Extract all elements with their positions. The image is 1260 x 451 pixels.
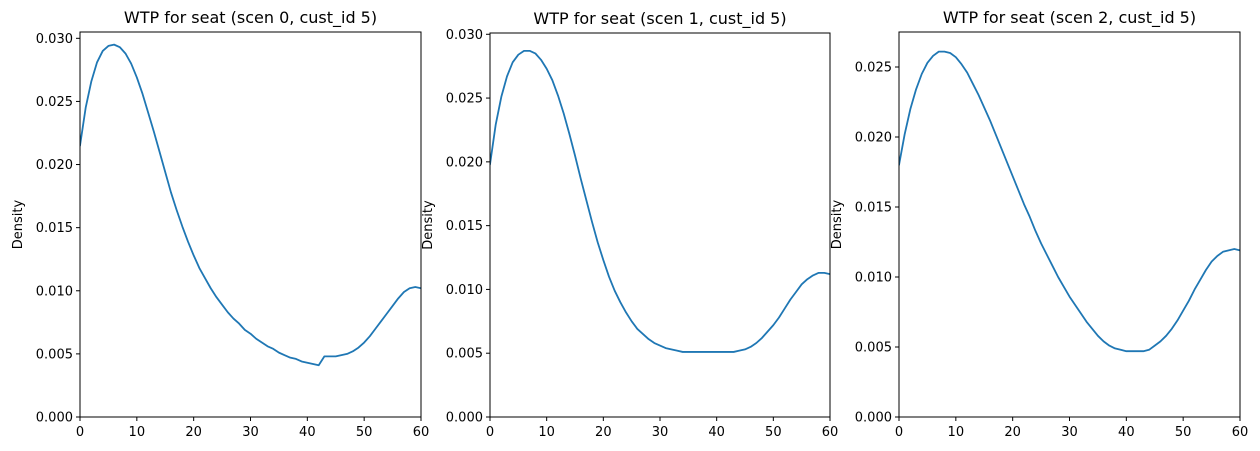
x-tick-label: 20 — [1004, 425, 1021, 440]
x-tick-label: 0 — [76, 425, 84, 440]
x-tick-label: 60 — [1232, 425, 1249, 440]
y-axis-label: Density — [11, 199, 26, 249]
y-tick-label: 0.025 — [446, 92, 483, 107]
x-tick-label: 50 — [1175, 425, 1192, 440]
y-tick-label: 0.010 — [36, 284, 73, 299]
x-tick-label: 10 — [129, 425, 146, 440]
y-tick-label: 0.010 — [855, 271, 892, 286]
x-tick-label: 30 — [242, 425, 259, 440]
y-tick-label: 0.020 — [36, 158, 73, 173]
x-tick-label: 40 — [1118, 425, 1135, 440]
x-tick-label: 40 — [299, 425, 316, 440]
x-tick-label: 20 — [185, 425, 202, 440]
y-tick-label: 0.000 — [446, 411, 483, 426]
y-tick-label: 0.020 — [855, 131, 892, 146]
y-tick-label: 0.025 — [36, 95, 73, 110]
chart-title: WTP for seat (scen 1, cust_id 5) — [533, 9, 786, 29]
x-tick-label: 60 — [822, 425, 839, 440]
y-tick-label: 0.020 — [446, 155, 483, 170]
y-tick-label: 0.030 — [36, 32, 73, 47]
x-tick-label: 40 — [708, 425, 725, 440]
x-tick-label: 30 — [652, 425, 669, 440]
x-tick-label: 60 — [413, 425, 430, 440]
subplot-scen-2: WTP for seat (scen 2, cust_id 5) Density… — [830, 8, 1248, 440]
y-tick-label: 0.010 — [446, 283, 483, 298]
y-axis-label: Density — [421, 200, 436, 250]
y-tick-label: 0.005 — [36, 347, 73, 362]
x-tick-label: 0 — [486, 425, 494, 440]
x-tick-label: 20 — [595, 425, 612, 440]
y-axis-label: Density — [830, 199, 845, 249]
y-tick-label: 0.000 — [855, 411, 892, 426]
chart-title: WTP for seat (scen 0, cust_id 5) — [124, 8, 377, 28]
x-tick-label: 30 — [1061, 425, 1078, 440]
x-tick-label: 0 — [895, 425, 903, 440]
x-tick-label: 50 — [765, 425, 782, 440]
subplot-scen-1: WTP for seat (scen 1, cust_id 5) Density… — [421, 9, 838, 440]
y-tick-label: 0.000 — [36, 411, 73, 426]
x-tick-label: 10 — [948, 425, 965, 440]
x-tick-label: 50 — [356, 425, 373, 440]
density-line — [80, 43, 421, 367]
y-tick-label: 0.030 — [446, 28, 483, 43]
y-tick-label: 0.005 — [446, 347, 483, 362]
y-tick-label: 0.015 — [446, 219, 483, 234]
y-tick-label: 0.005 — [855, 341, 892, 356]
density-line — [490, 49, 830, 353]
y-tick-label: 0.015 — [855, 201, 892, 216]
subplot-scen-0: WTP for seat (scen 0, cust_id 5) Density… — [11, 8, 429, 440]
y-tick-label: 0.025 — [855, 61, 892, 76]
x-tick-label: 10 — [538, 425, 555, 440]
chart-title: WTP for seat (scen 2, cust_id 5) — [943, 8, 1196, 28]
y-tick-label: 0.015 — [36, 221, 73, 236]
density-line — [899, 50, 1240, 353]
